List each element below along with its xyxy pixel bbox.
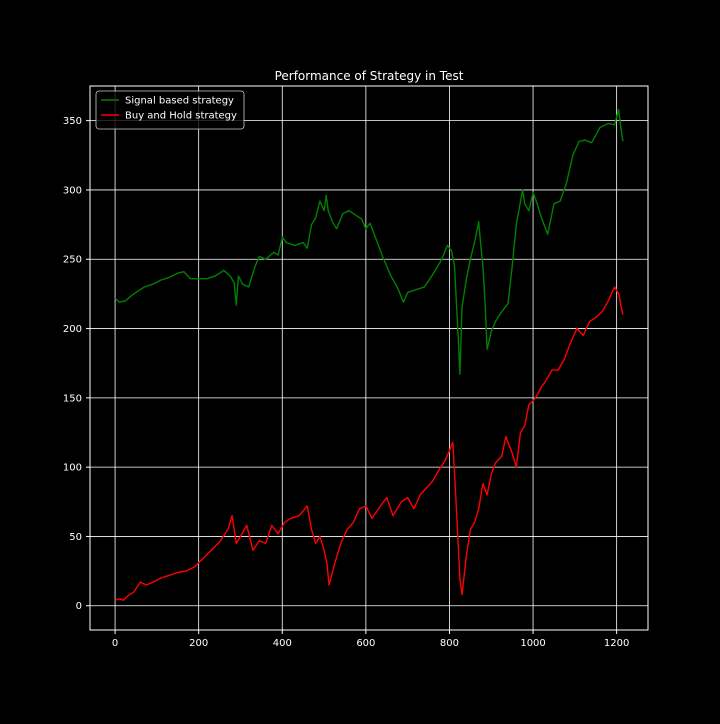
y-tick-label: 200: [63, 324, 82, 335]
legend-box: [95, 90, 245, 130]
legend-label: Buy and Hold strategy: [125, 111, 237, 122]
y-tick-label: 0: [76, 601, 82, 612]
plot-frame: [89, 85, 649, 631]
y-tick-label: 250: [63, 255, 82, 266]
grid-lines: [90, 86, 648, 630]
y-tick-label: 50: [69, 532, 82, 543]
series-line-1: [114, 108, 624, 375]
x-tick-label: 800: [440, 638, 459, 649]
y-tick-label: 300: [63, 185, 82, 196]
series-line-2: [114, 286, 624, 601]
x-tick-label: 0: [112, 638, 118, 649]
legend-label: Signal based strategy: [125, 96, 234, 107]
chart-title: Performance of Strategy in Test: [275, 69, 464, 83]
y-tick-label: 100: [63, 463, 82, 474]
y-tick-label: 150: [63, 393, 82, 404]
x-tick-label: 600: [356, 638, 375, 649]
axis-ticks: 0 200 400 600 800 1000 1200 0 50 100 150 200 250 300 3…: [63, 116, 629, 649]
x-tick-label: 1000: [520, 638, 545, 649]
x-tick-label: 1200: [604, 638, 629, 649]
legend: Signal based strategy Buy and Hold strate…: [95, 90, 245, 130]
y-tick-label: 350: [63, 116, 82, 127]
x-tick-label: 200: [189, 638, 208, 649]
series-lines: [114, 108, 624, 601]
x-tick-label: 400: [273, 638, 292, 649]
